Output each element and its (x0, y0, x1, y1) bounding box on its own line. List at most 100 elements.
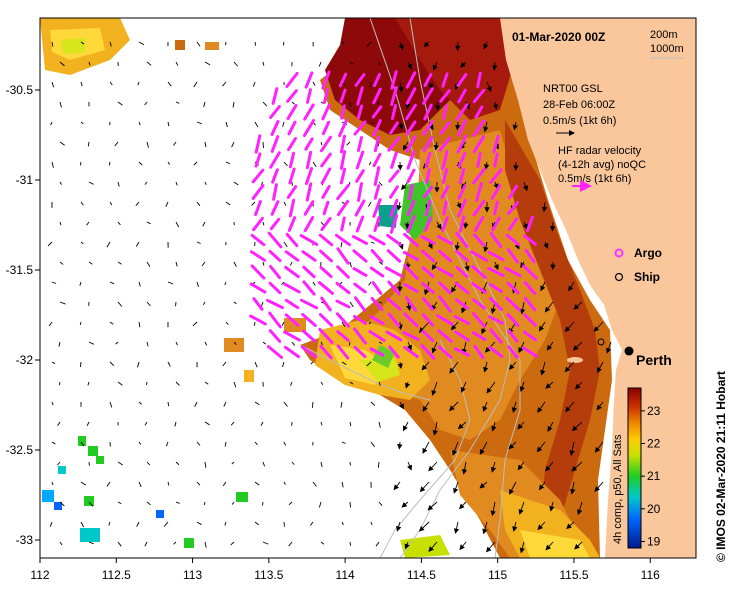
radar-arrow (372, 119, 382, 137)
radar-arrow (321, 70, 331, 90)
gsl-arrow (370, 401, 376, 406)
radar-arrow (386, 249, 402, 263)
plot-frame (39, 17, 697, 559)
radar-arrow (318, 233, 334, 247)
gsl-arrow (540, 361, 546, 376)
gsl-arrow (88, 341, 95, 345)
gsl-arrow (511, 281, 518, 294)
gsl-arrow (193, 161, 198, 166)
radar-arrow (440, 184, 450, 200)
gsl-arrow (117, 181, 120, 187)
gsl-arrow (486, 381, 496, 394)
gsl-arrow (51, 361, 56, 364)
gsl-arrow (318, 61, 322, 67)
gsl-arrow (340, 401, 343, 408)
gsl-arrow (564, 361, 575, 373)
radar-arrow (352, 249, 368, 263)
gsl-arrow (204, 61, 211, 66)
gsl-arrow (606, 341, 612, 354)
radar-arrow (284, 265, 300, 279)
gsl-arrow (146, 341, 149, 347)
gsl-arrow (376, 101, 380, 106)
radar-arrow (269, 151, 281, 169)
radar-arrow (436, 266, 454, 278)
gsl-arrow (375, 541, 380, 547)
gsl-arrow (203, 101, 206, 108)
gsl-arrow (455, 121, 461, 131)
land-mass (500, 18, 696, 558)
gsl-arrow (88, 501, 94, 507)
gsl-arrow (522, 181, 528, 192)
radar-arrow (522, 264, 538, 280)
radar-arrow (438, 281, 452, 295)
gsl-arrow (349, 541, 352, 546)
radar-arrow (523, 296, 537, 312)
radar-arrow (302, 265, 316, 279)
gsl-arrow (146, 61, 152, 66)
gsl-arrow (423, 41, 430, 48)
radar-arrow (354, 73, 366, 87)
radar-arrow (317, 281, 335, 295)
radar-arrow (319, 249, 333, 263)
gsl-arrow (109, 201, 113, 206)
radar-arrow (388, 169, 400, 183)
radar-arrow (373, 73, 381, 87)
gsl-arrow (167, 481, 170, 486)
radar-arrow (507, 184, 519, 200)
gsl-arrow (138, 281, 141, 287)
radar-arrow (338, 72, 348, 88)
radar-arrow (390, 70, 398, 90)
gsl-arrow (483, 241, 489, 253)
radar-arrow (304, 137, 314, 151)
gsl-arrow (201, 261, 206, 267)
gsl-arrow (538, 321, 546, 332)
gsl-arrow (432, 421, 438, 436)
gsl-arrow (369, 81, 372, 88)
gsl-arrow (58, 341, 61, 347)
gsl-arrow (291, 341, 296, 346)
gsl-arrow (460, 61, 467, 68)
gsl-arrow (254, 41, 257, 46)
gsl-arrow (51, 481, 54, 486)
gsl-arrow (146, 301, 151, 307)
gsl-arrow (254, 401, 260, 406)
gsl-arrow (262, 261, 265, 266)
gsl-arrow (511, 401, 517, 413)
gsl-arrow (175, 221, 180, 228)
radar-arrow (390, 104, 398, 120)
radar-arrow (254, 152, 262, 168)
gsl-arrow (79, 361, 82, 367)
radar-arrow (389, 214, 399, 234)
radar-arrow (249, 314, 267, 326)
gsl-arrow (320, 421, 323, 426)
gsl-arrow (341, 521, 344, 526)
gsl-arrow (146, 381, 148, 386)
radar-arrow (254, 134, 262, 154)
radar-arrow (455, 266, 469, 278)
radar-arrow (250, 264, 266, 280)
gsl-arrow (340, 241, 343, 248)
radar-arrow (525, 215, 535, 233)
radar-arrow (305, 182, 313, 202)
gsl-arrow (59, 101, 62, 108)
gsl-arrow (135, 241, 140, 247)
gsl-arrow (204, 141, 207, 148)
radar-arrow (303, 103, 315, 121)
gsl-arrow (146, 221, 151, 225)
radar-arrow (355, 150, 365, 170)
ship-position-icon (597, 338, 605, 346)
gsl-arrow (196, 201, 201, 207)
gsl-arrow (368, 281, 372, 286)
colorbar-label: 4h comp, p50, All Sats (612, 434, 624, 544)
gsl-arrow (175, 61, 179, 66)
x-tick-label: 113.5 (254, 568, 283, 582)
gsl-arrow (146, 261, 151, 267)
gsl-arrow (80, 81, 83, 87)
gsl-arrow (493, 261, 499, 271)
gsl-arrow (378, 261, 384, 265)
gsl-arrow (59, 61, 65, 67)
gsl-arrow (283, 161, 288, 167)
gsl-arrow (146, 141, 149, 148)
radar-arrow (384, 266, 404, 278)
radar-arrow (441, 104, 449, 120)
